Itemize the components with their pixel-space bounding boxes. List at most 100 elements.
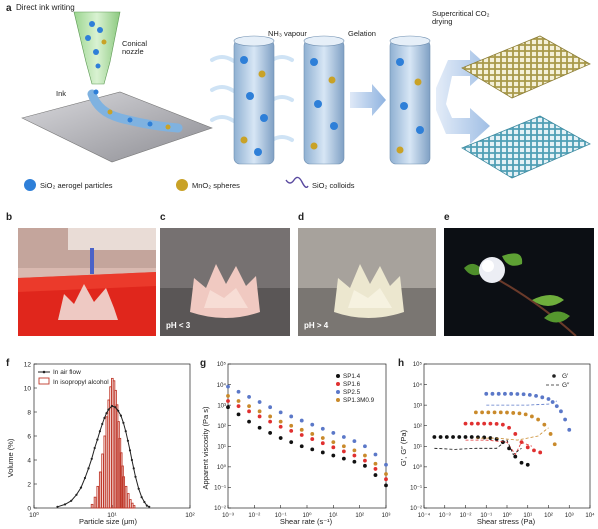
h-point: [482, 435, 487, 440]
f-ytick-label: 10: [24, 385, 32, 392]
g-point: [384, 472, 388, 476]
f-point: [107, 408, 110, 411]
f-bar: [103, 435, 107, 509]
mno2-legend-text: MnO₂ spheres: [192, 181, 240, 190]
cylinder-particles: [240, 56, 424, 156]
g-point: [278, 436, 283, 440]
h-legend-g1: G′: [562, 373, 569, 380]
g-point: [363, 453, 367, 458]
f-point: [137, 487, 140, 490]
g-point: [310, 447, 315, 452]
g-legend-sp16: SP1.6: [343, 381, 361, 388]
f-bar: [122, 476, 126, 509]
h-point: [482, 421, 487, 426]
h-point: [476, 435, 480, 440]
f-ytick-label: 6: [27, 433, 31, 440]
g-ytick-label: 10¹: [217, 444, 226, 450]
h-point: [536, 417, 541, 422]
photo-printing: [18, 228, 156, 336]
h-ytick-label: 10⁻²: [410, 506, 422, 512]
g-point: [331, 431, 336, 435]
f-bar: [101, 453, 104, 509]
h-point: [463, 421, 468, 426]
h-point: [519, 460, 524, 465]
h-point: [532, 448, 536, 453]
h-point: [480, 410, 484, 415]
f-plot-area: 0 2 4 6 8 10 12 10⁰ 10¹ 10² In air flow In isopropy…: [24, 361, 196, 519]
nozzle-label-line1: Conical nozzle: [122, 40, 156, 56]
h-point: [432, 435, 437, 439]
g-point: [373, 461, 378, 466]
f-point: [114, 406, 117, 409]
g-ytick-label: 10²: [217, 424, 226, 430]
f-point: [128, 449, 132, 452]
f-point: [124, 430, 127, 433]
g-point: [320, 450, 325, 455]
f-point: [101, 422, 104, 426]
panel-label-f: f: [6, 358, 10, 369]
f-ytick-label: 8: [27, 409, 31, 416]
f-point: [83, 476, 87, 480]
g-point: [236, 389, 241, 394]
h-xtick-label: 10⁻³: [439, 513, 451, 519]
h-point: [469, 435, 474, 439]
gel-cylinder-1: [233, 35, 275, 165]
g-point: [331, 453, 336, 458]
h-point: [525, 445, 530, 450]
h-xtick-label: 10⁻⁴: [418, 512, 431, 519]
panel-label-b: b: [6, 212, 13, 223]
g-point: [257, 400, 262, 404]
g-point: [226, 384, 230, 389]
h-point: [488, 421, 493, 426]
h-point: [438, 435, 443, 439]
h-xlabel: Shear stress (Pa): [477, 517, 536, 526]
g-ytick-label: 10⁻¹: [214, 486, 226, 492]
h-point: [486, 410, 491, 415]
g-point: [289, 440, 294, 445]
f-point: [103, 416, 106, 420]
g-point: [257, 409, 262, 414]
h-point: [507, 425, 511, 430]
f-point: [98, 430, 102, 433]
f-bar: [98, 471, 102, 509]
h-point: [496, 391, 501, 396]
f-bar: [132, 505, 136, 509]
f-ytick-label: 4: [27, 457, 31, 464]
f-point: [132, 467, 135, 470]
g-legend-marker-icon: [336, 374, 340, 378]
f-point: [148, 505, 151, 508]
g-point: [363, 458, 367, 463]
g-point: [310, 432, 315, 436]
g-point: [268, 405, 273, 410]
vapour-label: NH₃ vapour: [268, 29, 307, 38]
g-point: [384, 483, 388, 488]
h-xtick-label: 10⁻¹: [480, 513, 492, 519]
g-point: [226, 393, 230, 398]
h-ytick-label: 10⁻¹: [410, 486, 422, 492]
panel-label-c: c: [160, 212, 166, 223]
h-point: [509, 391, 514, 396]
g-point: [320, 426, 325, 431]
nozzle-label: Conical nozzle: [122, 39, 148, 56]
f-legend-marker-icon: [42, 370, 46, 374]
g-point: [278, 424, 283, 429]
g-xtick-label: 10⁻¹: [275, 513, 287, 519]
h-point: [511, 411, 516, 415]
f-ytick-label: 0: [27, 505, 31, 512]
h-point: [492, 410, 497, 415]
f-point: [56, 505, 59, 508]
g-point: [236, 399, 241, 403]
g-point: [268, 419, 273, 424]
g-point: [341, 449, 346, 454]
h-xtick-label: 10³: [565, 513, 574, 519]
f-legend-bar-icon: [38, 377, 50, 385]
h-xtick-label: 10⁴: [585, 512, 595, 519]
h-point: [444, 435, 449, 439]
h-point: [521, 392, 526, 397]
f-point: [126, 439, 130, 442]
g-legend-marker-icon: [336, 382, 340, 386]
f-point: [119, 414, 122, 417]
h-plot-area: 10⁻⁴ 10⁻³ 10⁻² 10⁻¹ 10⁰ 10¹ 10² 10³ 10⁴ 10⁻² 10⁻¹ 1…: [410, 361, 595, 519]
g-xlabel: Shear rate (s⁻¹): [280, 517, 333, 526]
photo-basic-flower: pH > 4: [298, 228, 436, 336]
